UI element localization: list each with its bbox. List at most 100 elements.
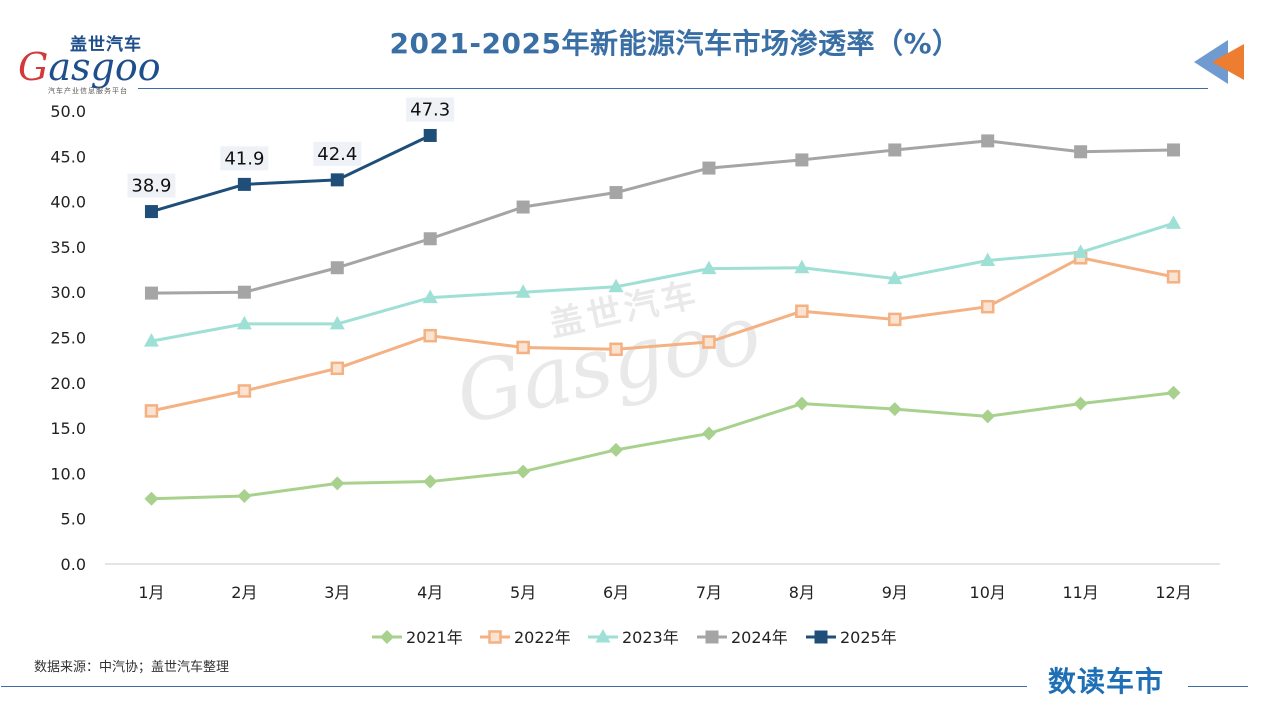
x-tick-label: 5月 — [510, 583, 536, 602]
legend-label-3: 2024年 — [731, 628, 788, 647]
footer-divider-right — [1188, 686, 1248, 687]
data-point-3-1 — [237, 285, 251, 299]
data-point-3-5 — [609, 186, 623, 200]
brand-label: 数读车市 — [1048, 665, 1165, 698]
data-point-0-5 — [609, 442, 624, 457]
logo-cn-text: 盖世汽车 — [70, 35, 142, 55]
data-point-0-2 — [330, 476, 345, 491]
data-point-0-11 — [1166, 385, 1181, 400]
x-tick-label: 11月 — [1062, 583, 1098, 602]
data-label-bg-4-1 — [220, 146, 269, 171]
data-point-1-2 — [330, 361, 345, 376]
data-source-note: 数据来源：中汽协；盖世汽车整理 — [34, 660, 230, 675]
series-line-1 — [151, 256, 1174, 413]
data-point-2-8 — [887, 270, 903, 285]
data-point-0-10 — [1073, 396, 1088, 411]
data-point-3-4 — [516, 200, 530, 214]
data-point-1-6 — [702, 335, 716, 349]
data-point-3-7 — [795, 153, 809, 167]
data-point-2-3 — [422, 289, 438, 304]
x-tick-label: 9月 — [882, 583, 908, 602]
legend-label-1: 2022年 — [514, 628, 571, 647]
logo-en-initial: G — [18, 45, 49, 89]
x-tick-label: 12月 — [1155, 583, 1191, 602]
series-line-3 — [151, 139, 1174, 295]
legend-marker-1 — [488, 630, 502, 644]
data-point-0-3 — [423, 474, 438, 489]
x-tick-label: 2月 — [231, 583, 257, 602]
legend-label-0: 2021年 — [406, 628, 463, 647]
back-arrow-icon[interactable] — [1190, 34, 1250, 90]
y-tick-label: 0.0 — [61, 555, 86, 574]
data-label-4-1: 41.9 — [224, 148, 264, 169]
data-point-1-9 — [980, 299, 995, 314]
data-point-4-3 — [423, 128, 437, 142]
series-line-0 — [151, 391, 1174, 501]
data-point-1-4 — [516, 340, 530, 355]
data-point-2-5 — [608, 278, 624, 293]
data-point-1-5 — [609, 342, 623, 357]
data-label-bg-4-0 — [127, 173, 176, 198]
data-point-3-2 — [330, 261, 344, 275]
x-tick-label: 8月 — [789, 583, 815, 602]
y-tick-label: 25.0 — [50, 329, 86, 348]
data-label-4-3: 47.3 — [410, 99, 450, 120]
x-tick-label: 6月 — [603, 583, 629, 602]
data-point-2-1 — [236, 315, 252, 330]
x-tick-label: 1月 — [138, 583, 164, 602]
logo-subtitle: 汽车产业信息服务平台 — [48, 87, 128, 95]
data-label-bg-4-2 — [313, 141, 362, 166]
y-tick-label: 15.0 — [50, 419, 86, 438]
title-divider — [138, 88, 1208, 89]
y-tick-label: 50.0 — [50, 102, 86, 121]
data-point-0-6 — [701, 426, 716, 441]
logo-en-text: Gasgoo — [18, 48, 161, 86]
data-point-3-10 — [1074, 145, 1088, 159]
y-tick-label: 5.0 — [61, 510, 86, 529]
data-label-4-0: 38.9 — [131, 176, 171, 197]
legend-marker-0 — [380, 630, 394, 644]
data-point-3-11 — [1167, 143, 1181, 157]
data-point-1-0 — [144, 404, 159, 418]
x-tick-label: 4月 — [417, 583, 443, 602]
series-line-4 — [151, 134, 431, 214]
data-point-0-7 — [794, 396, 809, 411]
legend-marker-3 — [705, 630, 719, 644]
data-point-4-0 — [144, 205, 158, 219]
data-point-0-9 — [980, 409, 995, 424]
footer-divider-left — [1, 686, 1027, 687]
x-tick-label: 3月 — [324, 583, 350, 602]
data-point-2-2 — [329, 315, 345, 330]
y-tick-label: 10.0 — [50, 464, 86, 483]
data-point-1-11 — [1166, 270, 1181, 284]
y-tick-label: 20.0 — [50, 374, 86, 393]
data-point-0-8 — [887, 402, 902, 417]
gasgoo-logo: 盖世汽车 Gasgoo 汽车产业信息服务平台 — [8, 26, 161, 96]
y-tick-label: 35.0 — [50, 238, 86, 257]
legend-label-4: 2025年 — [840, 628, 897, 647]
data-point-2-11 — [1166, 215, 1182, 229]
data-point-0-1 — [237, 489, 252, 504]
data-point-0-4 — [516, 464, 531, 479]
legend-marker-4 — [814, 630, 828, 644]
data-point-4-2 — [330, 173, 344, 187]
data-point-1-8 — [888, 312, 902, 327]
y-tick-label: 30.0 — [50, 283, 86, 302]
x-tick-label: 10月 — [970, 583, 1006, 602]
page-title: 2021-2025年新能源汽车市场渗透率（%） — [389, 27, 961, 60]
y-tick-label: 40.0 — [50, 193, 86, 212]
data-point-2-0 — [143, 333, 159, 347]
data-point-2-10 — [1073, 244, 1089, 258]
data-point-3-3 — [423, 232, 437, 246]
data-point-2-7 — [794, 259, 810, 274]
data-label-4-2: 42.4 — [317, 144, 357, 165]
y-tick-label: 45.0 — [50, 147, 86, 166]
series-line-2 — [151, 221, 1174, 343]
data-point-1-1 — [237, 384, 252, 398]
legend-label-2: 2023年 — [622, 628, 679, 647]
data-point-2-9 — [980, 252, 996, 266]
data-point-2-4 — [515, 284, 531, 298]
data-point-4-1 — [237, 177, 251, 191]
data-point-2-6 — [701, 260, 717, 275]
